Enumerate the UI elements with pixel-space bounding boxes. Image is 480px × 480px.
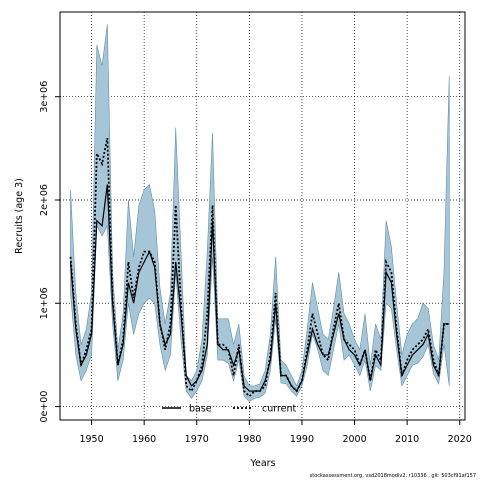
plot-frame <box>59 11 466 421</box>
x-tick-label: 1950 <box>79 434 103 445</box>
y-axis-title: Recruits (age 3) <box>14 178 25 254</box>
x-tick-label: 1960 <box>132 434 156 445</box>
y-tick-label: 0e+00 <box>39 391 50 423</box>
series-line-current <box>69 137 450 398</box>
y-tick-label: 1e+06 <box>39 287 50 319</box>
x-tick-label: 2010 <box>395 434 419 445</box>
x-tick-label: 1990 <box>290 434 314 445</box>
y-tick-label: 3e+06 <box>39 81 50 113</box>
uncertainty-band-layer <box>70 24 450 402</box>
series-layer <box>69 137 450 398</box>
x-tick-label: 2000 <box>342 434 366 445</box>
legend-label-current: current <box>262 404 297 415</box>
x-tick-label: 1980 <box>237 434 261 445</box>
axes: 1950 1960 1970 1980 1990 2000 2010 2020 0e+00 1e+… <box>39 81 472 445</box>
x-tick-label: 2020 <box>448 434 472 445</box>
x-axis-title: Years <box>249 458 275 469</box>
x-tick-label: 1970 <box>185 434 209 445</box>
legend: base current <box>162 404 297 415</box>
y-tick-label: 2e+06 <box>39 184 50 216</box>
footnote-text: stockassessment.org, vsd2018modiv2, r103… <box>310 473 476 479</box>
legend-label-base: base <box>189 404 212 415</box>
uncertainty-band <box>70 24 450 402</box>
